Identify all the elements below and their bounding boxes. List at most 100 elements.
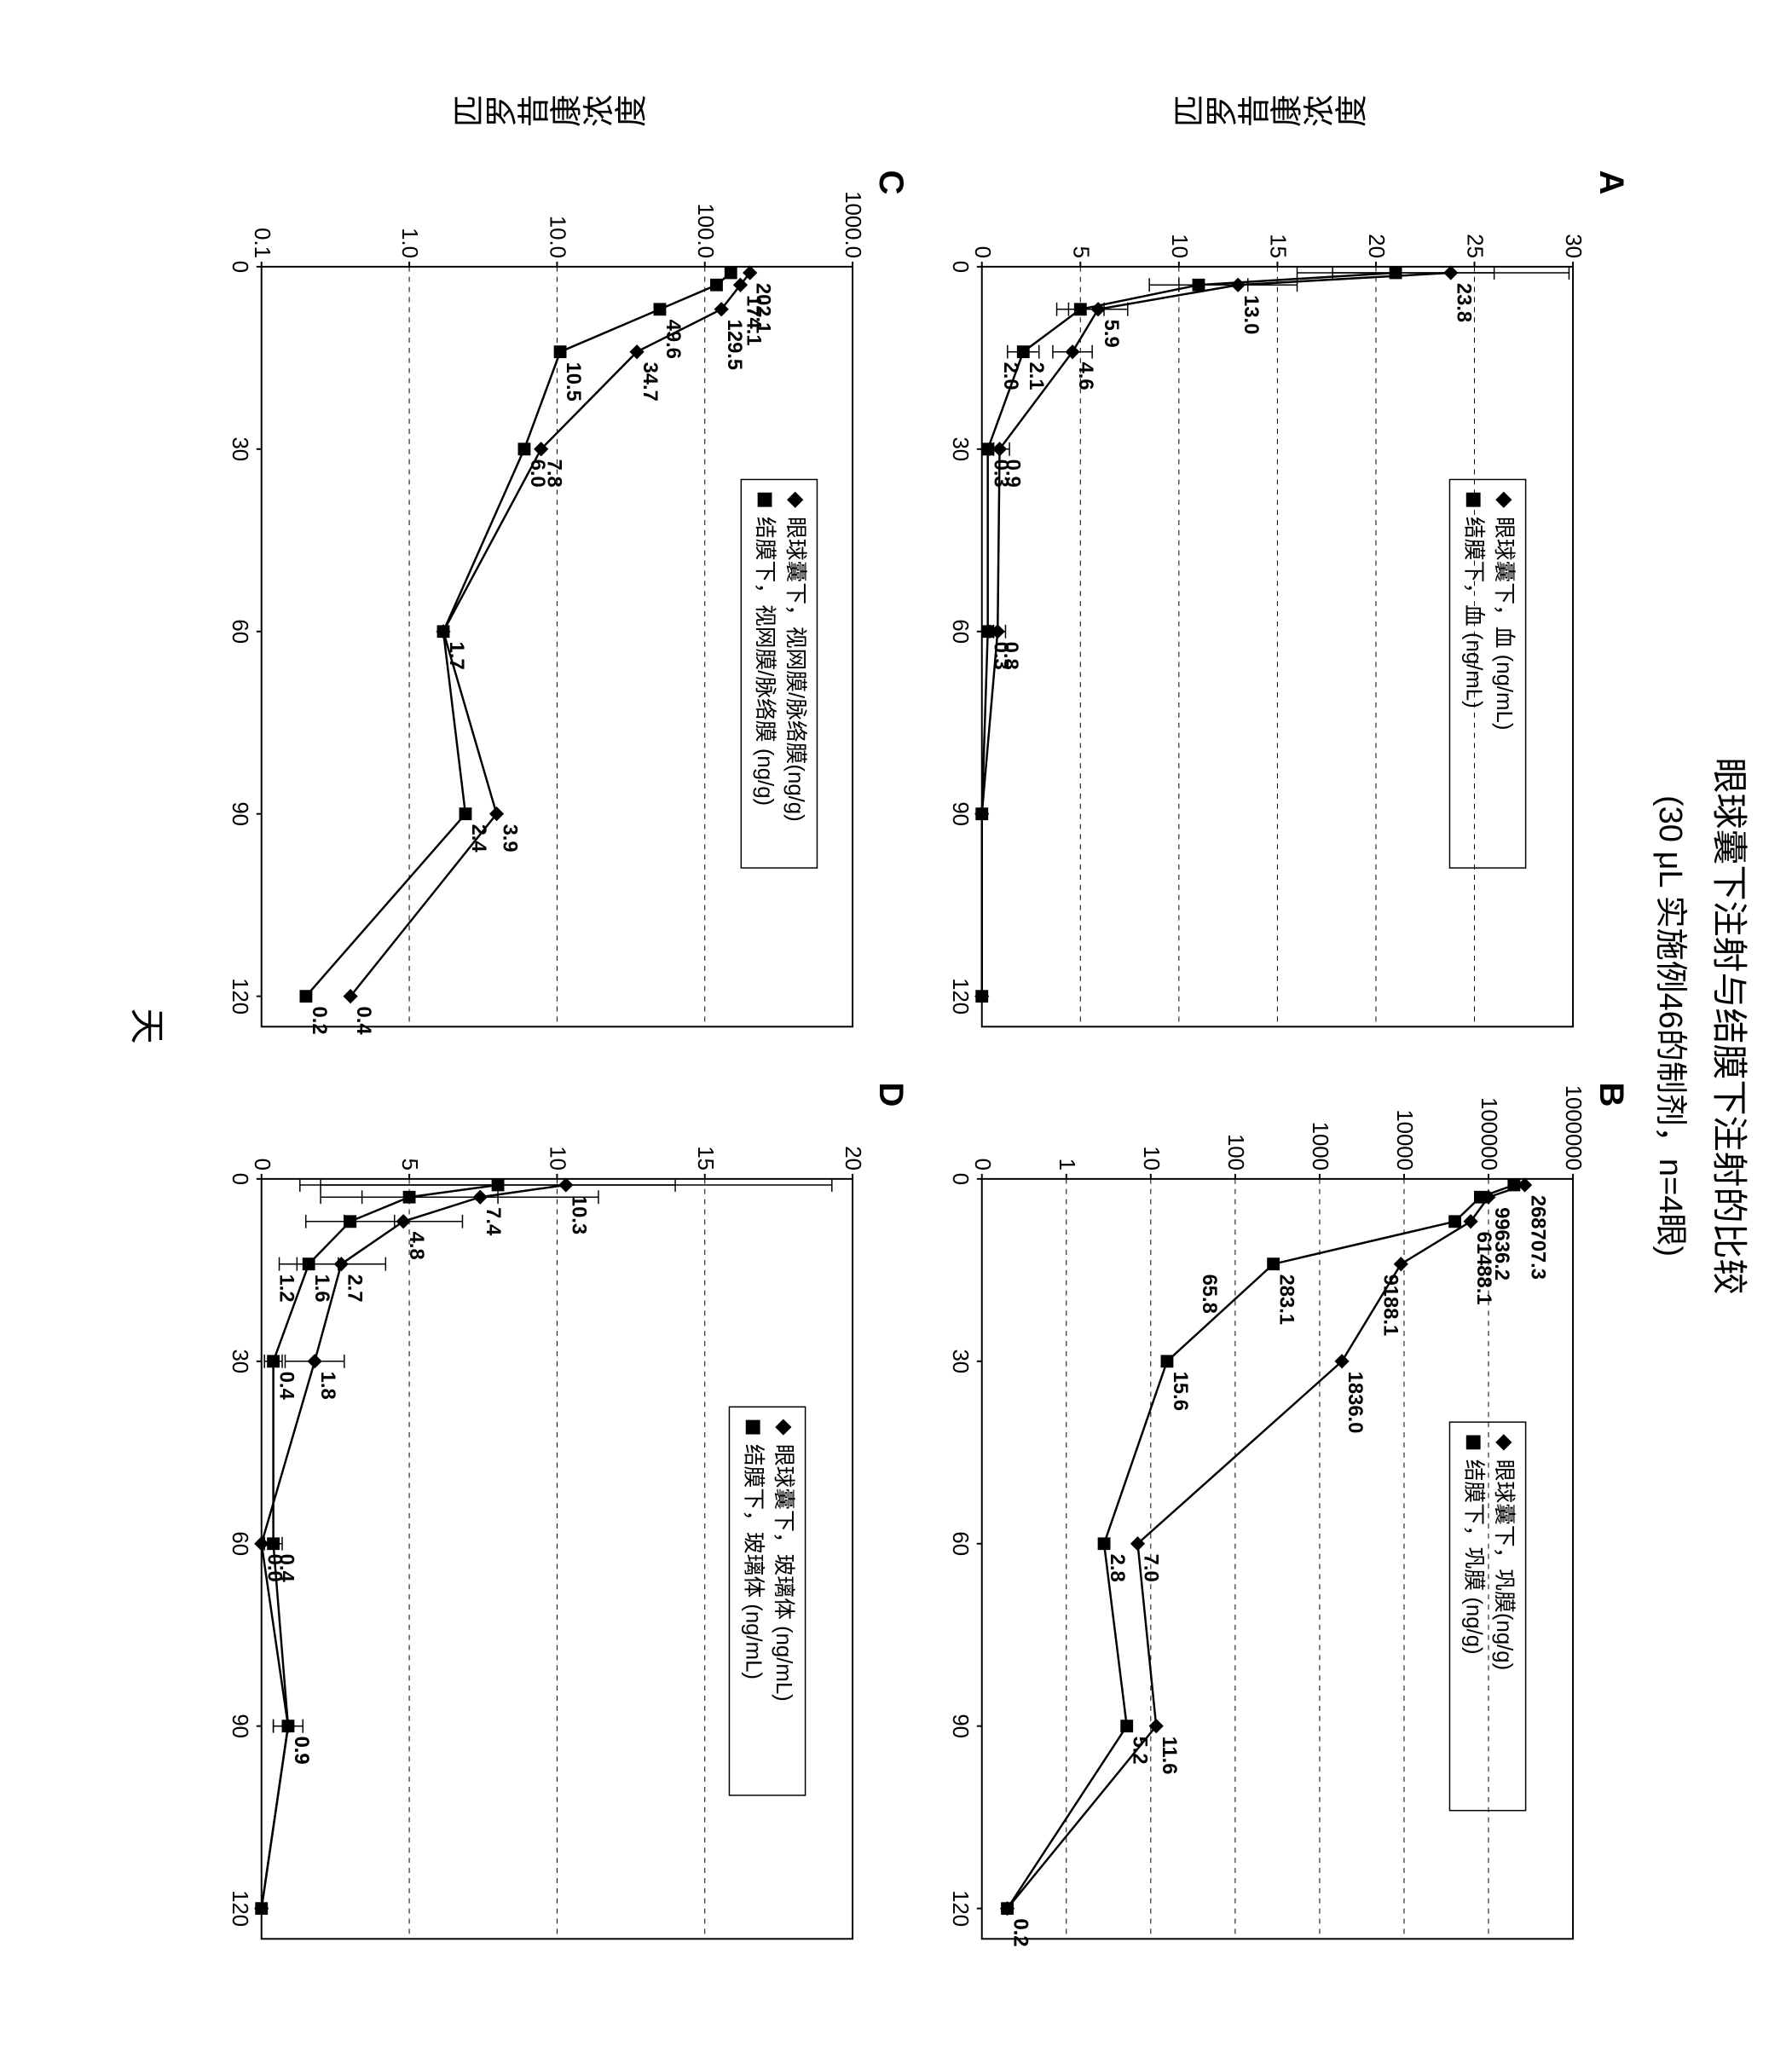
point-label: 10.5 (562, 361, 585, 401)
chart-panel-c: C0.11.010.0100.01000.00306090120202.1174… (193, 165, 905, 1052)
main-title: 眼球囊下注射与结膜下注射的比较 (1706, 757, 1758, 1294)
x-tick-label: 0 (948, 260, 972, 272)
point-label: 1.2 (275, 1274, 298, 1302)
y-tick-label: 1 (1055, 1158, 1078, 1170)
y-tick-label: 10.0 (545, 215, 569, 257)
y-tick-label: 10 (545, 1146, 569, 1171)
y-tick-label: 30 (1561, 234, 1585, 258)
point-label: 11.6 (1158, 1736, 1181, 1774)
legend-item: 结膜下，玻璃体 (ng/mL) (741, 1443, 766, 1679)
x-tick-label: 30 (948, 436, 972, 461)
y-tick-label: 1.0 (397, 228, 421, 258)
x-tick-label: 60 (228, 619, 251, 644)
x-tick-label: 60 (228, 1531, 251, 1556)
x-tick-label: 60 (948, 619, 972, 644)
panel-label-c: C (871, 171, 910, 195)
y-tick-label: 15 (1265, 234, 1289, 258)
y-axis-label-top: 匹罗昔康浓度 (913, 89, 1625, 140)
x-tick-label: 0 (228, 260, 251, 272)
legend-item: 结膜下，血 (ng/mL) (1461, 517, 1486, 708)
chart-panel-d: D05101520030609012010.37.44.82.71.80.00.… (193, 1078, 905, 1964)
point-label: 5.9 (1100, 319, 1123, 347)
point-label: 7.4 (482, 1207, 505, 1236)
point-label: 5.2 (1129, 1736, 1152, 1764)
legend-item: 结膜下，视网膜/脉络膜 (ng/g) (753, 517, 777, 806)
y-tick-label: 20 (841, 1146, 864, 1171)
point-label: 1836.0 (1344, 1371, 1367, 1433)
chart-panel-b: B011010010001000010000010000000306090120… (913, 1078, 1625, 1964)
y-tick-label: 100.0 (693, 203, 717, 257)
chart-grid: 匹罗昔康浓度 A051015202530030609012023.813.05.… (133, 89, 1625, 1964)
point-label: 2.0 (999, 361, 1022, 390)
point-label: 65.8 (1198, 1274, 1221, 1313)
y-tick-label: 15 (693, 1146, 717, 1171)
point-label: 0.9 (290, 1736, 313, 1764)
y-tick-label: 10 (1167, 234, 1191, 258)
x-tick-label: 0 (228, 1172, 251, 1184)
y-tick-label: 0.1 (250, 228, 274, 258)
y-tick-label: 1000.0 (841, 191, 864, 258)
legend-item: 眼球囊下，玻璃体 (ng/mL) (772, 1443, 796, 1701)
point-label: 0.4 (275, 1371, 298, 1400)
point-label: 2.1 (1025, 361, 1048, 390)
x-tick-label: 30 (948, 1349, 972, 1373)
x-tick-label: 120 (228, 978, 251, 1014)
point-label: 0.3 (990, 641, 1013, 669)
x-tick-label: 90 (228, 1714, 251, 1738)
x-tick-label: 90 (948, 1714, 972, 1738)
point-label: 49.6 (662, 319, 685, 358)
point-label: 2.4 (467, 824, 490, 853)
y-axis-label-bottom: 匹罗昔康浓度 (193, 89, 905, 140)
point-label: 0.3 (990, 459, 1013, 487)
x-tick-label: 90 (948, 801, 972, 826)
title-block: 眼球囊下注射与结膜下注射的比较 (30 μL 实施例46的制剂，n=4眼) (1650, 757, 1758, 1294)
y-tick-label: 100000 (1477, 1097, 1500, 1171)
x-tick-label: 120 (228, 1890, 251, 1927)
point-label: 15.6 (1169, 1371, 1192, 1410)
x-tick-label: 120 (948, 978, 972, 1014)
y-tick-label: 20 (1364, 234, 1388, 258)
y-tick-label: 25 (1463, 234, 1487, 258)
x-tick-label: 0 (948, 1172, 972, 1184)
point-label: 34.7 (639, 361, 662, 401)
page-container: 眼球囊下注射与结膜下注射的比较 (30 μL 实施例46的制剂，n=4眼) 匹罗… (0, 0, 1792, 2052)
point-label: 0.4 (352, 1006, 375, 1035)
point-label: 1.8 (316, 1371, 339, 1399)
panel-label-a: A (1592, 171, 1630, 195)
point-label: 7.0 (1139, 1553, 1162, 1581)
y-tick-label: 1000 (1308, 1121, 1332, 1170)
point-label: 129.5 (723, 319, 746, 369)
x-tick-label: 90 (228, 801, 251, 826)
chart-panel-a: A051015202530030609012023.813.05.94.60.9… (913, 165, 1625, 1052)
point-label: 61488.1 (1472, 1231, 1495, 1304)
point-label: 268707.3 (1526, 1194, 1549, 1279)
y-tick-label: 5 (1068, 246, 1092, 257)
point-label: 0.2 (308, 1006, 331, 1034)
legend-item: 眼球囊下，血 (ng/mL) (1492, 517, 1517, 730)
point-label: 0.2 (1009, 1918, 1032, 1946)
legend-item: 结膜下，巩膜 (ng/g) (1461, 1459, 1486, 1654)
panel-label-d: D (871, 1083, 910, 1107)
point-label: 9188.1 (1379, 1274, 1402, 1336)
y-tick-label: 5 (397, 1158, 421, 1170)
panel-label-b: B (1592, 1083, 1630, 1107)
x-tick-label: 120 (948, 1890, 972, 1927)
point-label: 6.0 (526, 459, 549, 487)
x-axis-label: 天 (133, 89, 176, 1964)
y-tick-label: 0 (970, 1158, 994, 1170)
sub-title: (30 μL 实施例46的制剂，n=4眼) (1650, 757, 1697, 1294)
point-label: 13.0 (1240, 295, 1263, 334)
point-label: 3.9 (498, 824, 521, 852)
legend-item: 眼球囊下，巩膜(ng/g) (1492, 1459, 1517, 1670)
point-label: 4.6 (1074, 361, 1097, 390)
x-tick-label: 30 (228, 436, 251, 461)
point-label: 283.1 (1275, 1274, 1298, 1324)
y-tick-label: 10 (1139, 1146, 1163, 1171)
y-tick-label: 100 (1223, 1133, 1247, 1170)
point-label: 23.8 (1453, 282, 1476, 321)
point-label: 10.3 (568, 1194, 591, 1234)
point-label: 1.6 (310, 1274, 333, 1302)
x-tick-label: 30 (228, 1349, 251, 1373)
y-tick-label: 10000 (1392, 1109, 1416, 1171)
y-tick-label: 0 (250, 1158, 274, 1170)
